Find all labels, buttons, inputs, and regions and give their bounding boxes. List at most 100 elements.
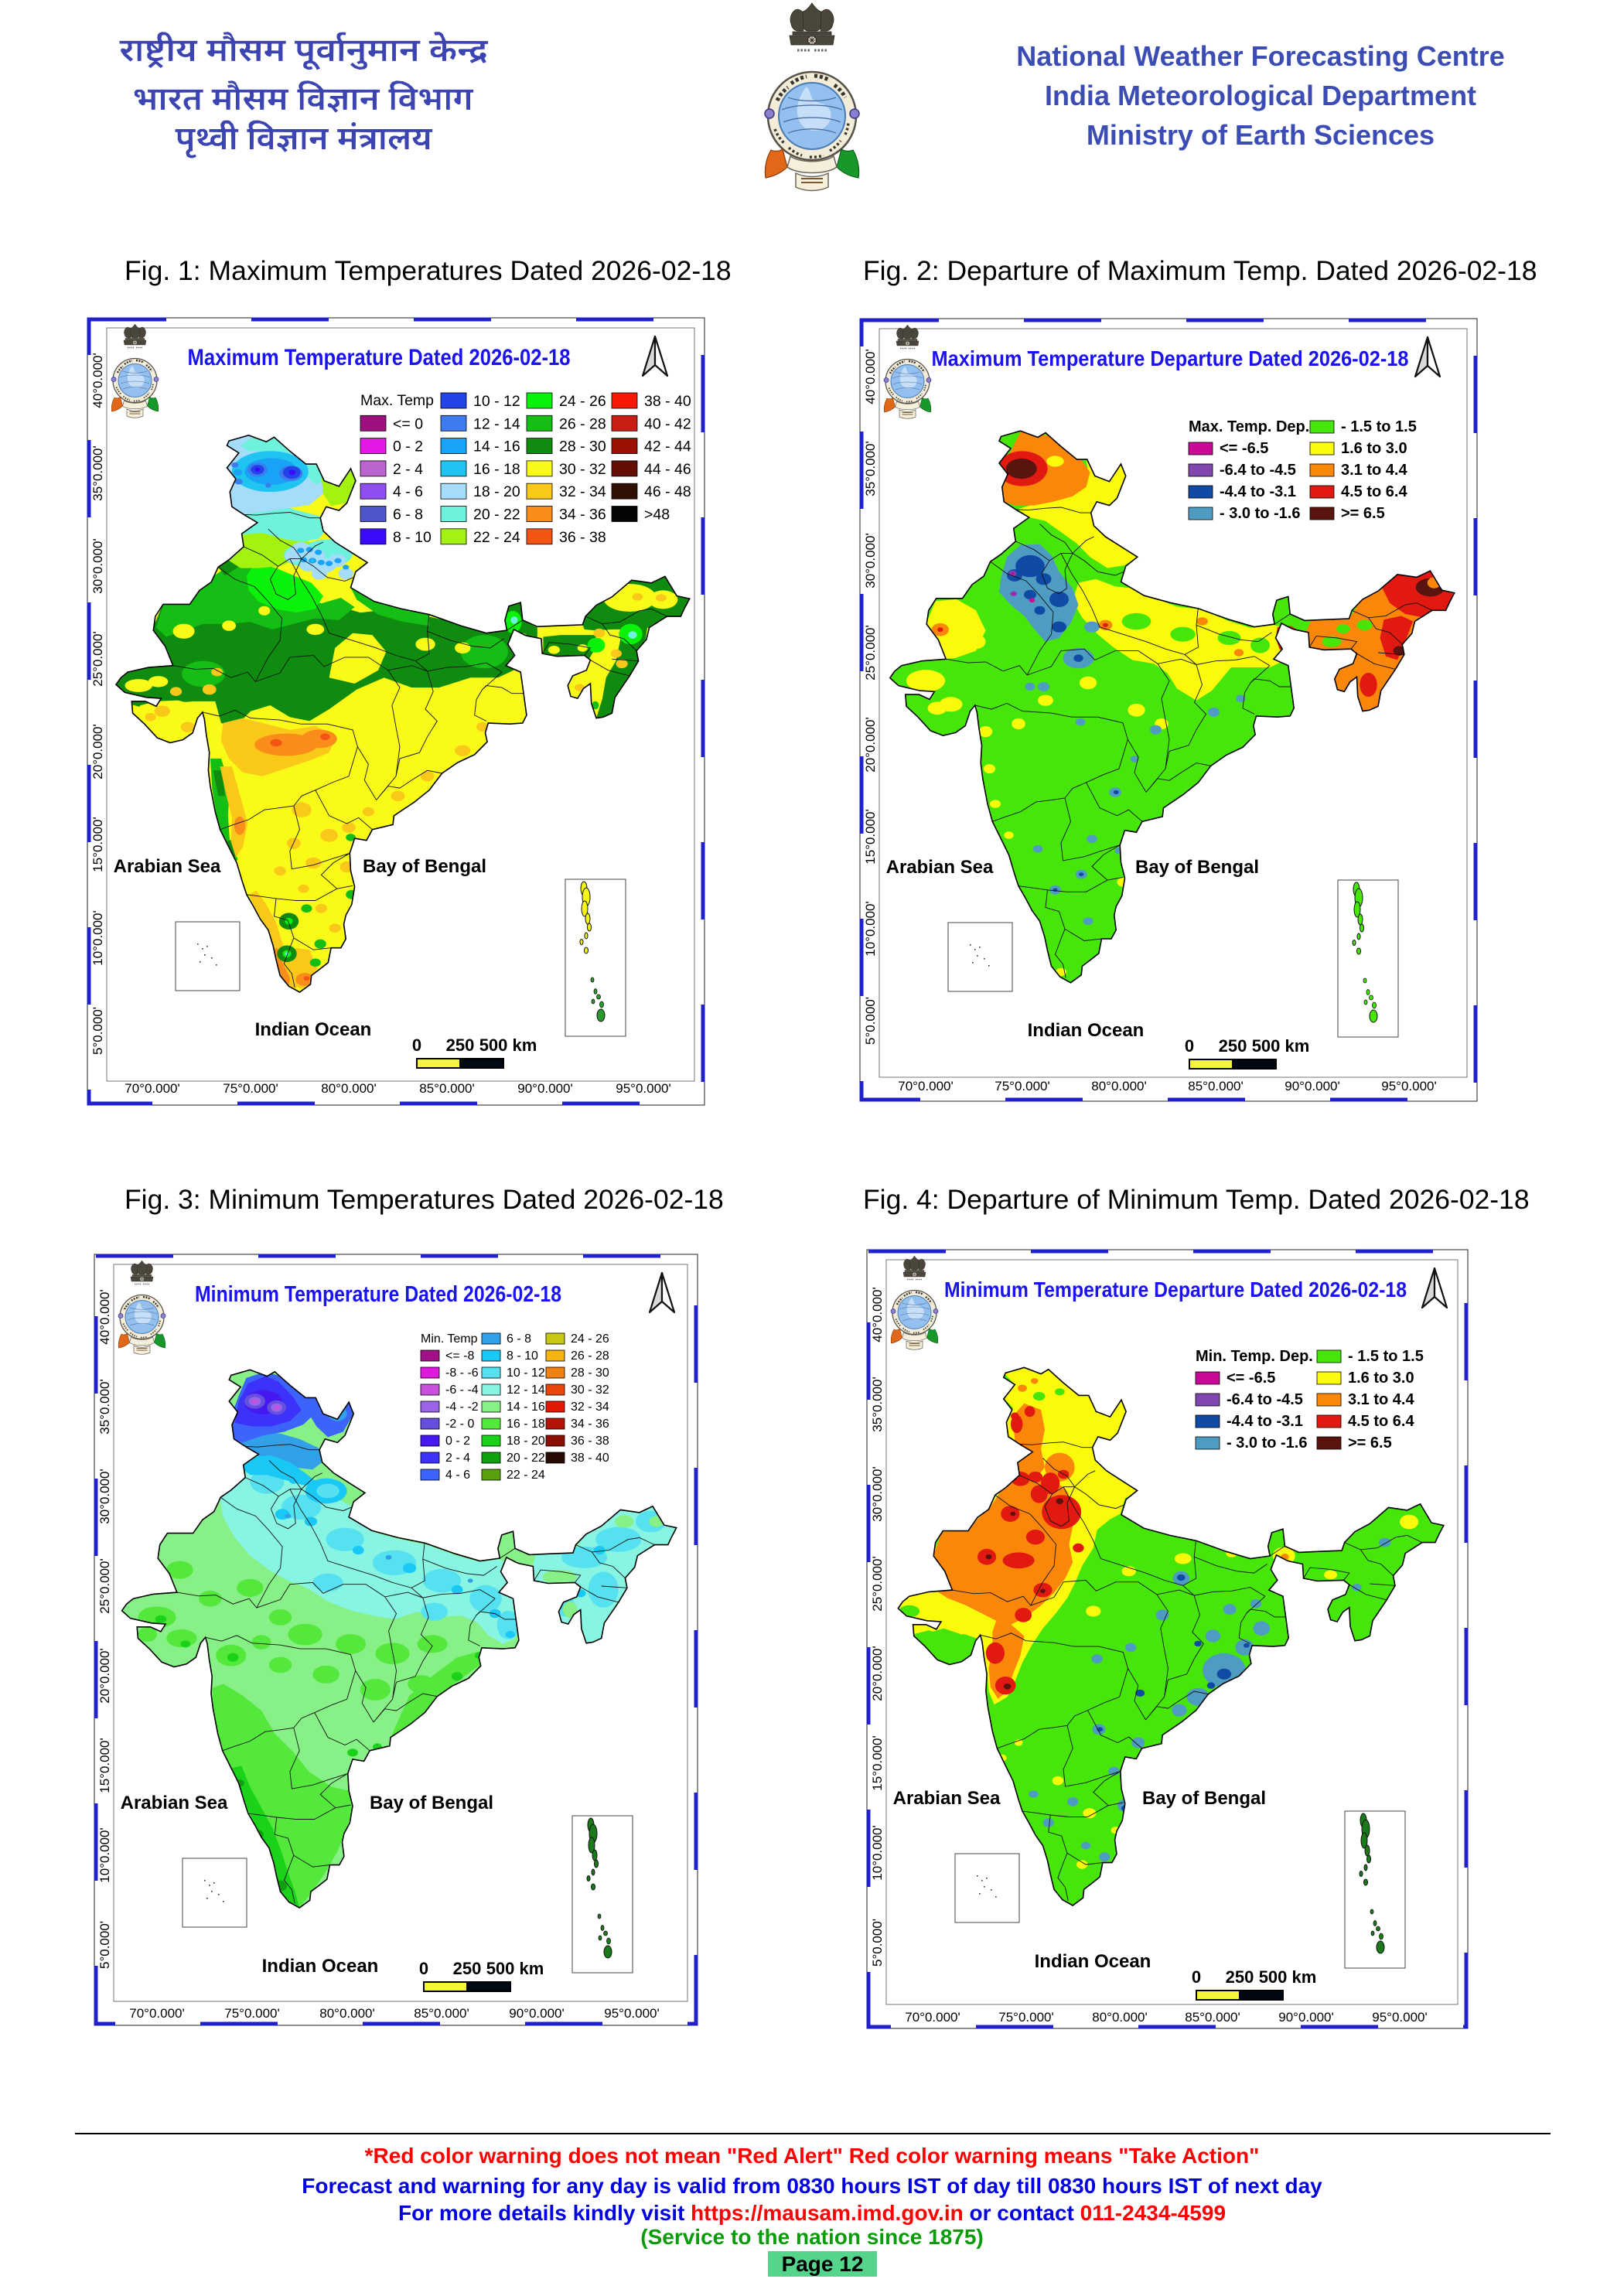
svg-text:95°0.000': 95°0.000': [604, 2006, 660, 2021]
svg-text:80°0.000': 80°0.000': [321, 1081, 377, 1096]
svg-text:3.1 to 4.4: 3.1 to 4.4: [1348, 1391, 1414, 1408]
svg-text:15°0.000': 15°0.000': [863, 809, 878, 865]
svg-text:30 - 32: 30 - 32: [571, 1383, 609, 1397]
svg-text:44 - 46: 44 - 46: [644, 461, 691, 478]
svg-text:38 - 40: 38 - 40: [571, 1452, 609, 1465]
svg-text:15°0.000': 15°0.000': [97, 1738, 112, 1793]
svg-text:10°0.000': 10°0.000': [870, 1825, 885, 1881]
svg-text:75°0.000': 75°0.000': [223, 1081, 278, 1096]
svg-text:22 - 24: 22 - 24: [507, 1469, 545, 1482]
svg-text:40°0.000': 40°0.000': [97, 1289, 112, 1345]
svg-text:Arabian Sea: Arabian Sea: [121, 1793, 228, 1813]
svg-text:12 - 14: 12 - 14: [507, 1383, 545, 1397]
svg-text:70°0.000': 70°0.000': [898, 1079, 954, 1093]
svg-text:32 - 34: 32 - 34: [571, 1400, 609, 1414]
svg-text:38 - 40: 38 - 40: [644, 393, 691, 410]
svg-text:0: 0: [412, 1035, 421, 1055]
svg-text:12 - 14: 12 - 14: [473, 415, 520, 432]
svg-text:28 - 30: 28 - 30: [571, 1366, 609, 1380]
svg-text:34 - 36: 34 - 36: [571, 1418, 609, 1431]
svg-text:30 - 32: 30 - 32: [559, 461, 606, 478]
svg-text:1.6 to 3.0: 1.6 to 3.0: [1348, 1370, 1414, 1387]
svg-text:250: 250: [1226, 1967, 1254, 1987]
svg-text:-6 - -4: -6 - -4: [445, 1383, 479, 1397]
svg-text:<= -6.5: <= -6.5: [1227, 1370, 1275, 1387]
svg-text:Indian Ocean: Indian Ocean: [1035, 1951, 1151, 1972]
svg-text:95°0.000': 95°0.000': [616, 1081, 671, 1096]
svg-text:18 - 20: 18 - 20: [507, 1435, 545, 1448]
svg-text:<= -8: <= -8: [445, 1349, 474, 1363]
svg-text:Bay of Bengal: Bay of Bengal: [370, 1793, 493, 1813]
svg-text:30°0.000': 30°0.000': [97, 1469, 112, 1524]
svg-text:Min. Temp: Min. Temp: [421, 1332, 478, 1346]
svg-text:Maximum Temperature Dated 2026: Maximum Temperature Dated 2026-02-18: [188, 345, 571, 370]
svg-text:1.6 to 3.0: 1.6 to 3.0: [1341, 440, 1407, 457]
svg-text:85°0.000': 85°0.000': [1188, 1079, 1244, 1093]
svg-text:Minimum Temperature Departure: Minimum Temperature Departure Dated 2026…: [944, 1278, 1407, 1302]
svg-text:Bay of Bengal: Bay of Bengal: [1142, 1788, 1266, 1809]
svg-text:500 km: 500 km: [486, 1959, 544, 1978]
svg-text:40 - 42: 40 - 42: [644, 415, 691, 432]
svg-text:8 - 10: 8 - 10: [393, 529, 432, 546]
svg-text:70°0.000': 70°0.000': [129, 2006, 185, 2021]
svg-text:40°0.000': 40°0.000': [90, 353, 105, 408]
svg-text:8 - 10: 8 - 10: [507, 1349, 538, 1363]
svg-text:10 - 12: 10 - 12: [473, 393, 520, 410]
svg-text:500 km: 500 km: [479, 1035, 537, 1055]
svg-text:85°0.000': 85°0.000': [414, 2006, 469, 2021]
svg-text:10°0.000': 10°0.000': [863, 901, 878, 957]
svg-text:Indian Ocean: Indian Ocean: [255, 1019, 372, 1040]
svg-text:250: 250: [453, 1959, 482, 1978]
svg-text:80°0.000': 80°0.000': [319, 2006, 375, 2021]
svg-text:15°0.000': 15°0.000': [870, 1735, 885, 1791]
svg-text:28 - 30: 28 - 30: [559, 438, 606, 455]
svg-text:75°0.000': 75°0.000': [224, 2006, 280, 2021]
svg-text:36 - 38: 36 - 38: [571, 1435, 609, 1448]
svg-text:40°0.000': 40°0.000': [863, 349, 878, 404]
svg-text:35°0.000': 35°0.000': [90, 445, 105, 501]
svg-text:0: 0: [1185, 1036, 1194, 1056]
svg-text:20°0.000': 20°0.000': [863, 717, 878, 773]
svg-text:6 - 8: 6 - 8: [507, 1332, 531, 1346]
svg-text:4.5 to 6.4: 4.5 to 6.4: [1341, 483, 1407, 500]
svg-text:500 km: 500 km: [1259, 1967, 1317, 1987]
svg-text:-4.4 to -3.1: -4.4 to -3.1: [1220, 483, 1296, 500]
svg-text:250: 250: [446, 1035, 475, 1055]
svg-text:<= 0: <= 0: [393, 415, 423, 432]
svg-text:Bay of Bengal: Bay of Bengal: [1135, 857, 1259, 878]
svg-text:16 - 18: 16 - 18: [473, 461, 520, 478]
svg-text:0 - 2: 0 - 2: [393, 438, 423, 455]
svg-text:14 - 16: 14 - 16: [507, 1400, 545, 1414]
svg-text:46 - 48: 46 - 48: [644, 483, 691, 500]
svg-text:>= 6.5: >= 6.5: [1348, 1435, 1392, 1452]
svg-text:32 - 34: 32 - 34: [559, 483, 606, 500]
svg-text:-4 - -2: -4 - -2: [445, 1400, 479, 1414]
svg-text:35°0.000': 35°0.000': [863, 441, 878, 496]
svg-text:24 - 26: 24 - 26: [571, 1332, 609, 1346]
svg-text:70°0.000': 70°0.000': [905, 2010, 960, 2025]
svg-text:35°0.000': 35°0.000': [870, 1377, 885, 1432]
svg-text:Arabian Sea: Arabian Sea: [886, 857, 994, 878]
svg-text:250: 250: [1219, 1036, 1247, 1056]
svg-text:2 - 4: 2 - 4: [445, 1452, 470, 1465]
svg-text:30°0.000': 30°0.000': [863, 533, 878, 588]
svg-text:30°0.000': 30°0.000': [870, 1466, 885, 1522]
svg-text:34 - 36: 34 - 36: [559, 507, 606, 524]
svg-text:<= -6.5: <= -6.5: [1220, 440, 1268, 457]
svg-text:2 - 4: 2 - 4: [393, 461, 423, 478]
svg-text:3.1 to 4.4: 3.1 to 4.4: [1341, 462, 1407, 479]
svg-text:25°0.000': 25°0.000': [863, 625, 878, 681]
svg-text:90°0.000': 90°0.000': [1278, 2010, 1334, 2025]
svg-text:Minimum Temperature Dated 2026: Minimum Temperature Dated 2026-02-18: [195, 1282, 561, 1307]
svg-text:-6.4 to -4.5: -6.4 to -4.5: [1227, 1391, 1303, 1408]
svg-text:40°0.000': 40°0.000': [870, 1287, 885, 1342]
svg-text:5°0.000': 5°0.000': [863, 997, 878, 1045]
svg-text:Arabian Sea: Arabian Sea: [893, 1788, 1001, 1809]
svg-text:70°0.000': 70°0.000': [125, 1081, 180, 1096]
svg-text:36 - 38: 36 - 38: [559, 529, 606, 546]
svg-text:Indian Ocean: Indian Ocean: [1028, 1020, 1145, 1041]
svg-text:-4.4 to -3.1: -4.4 to -3.1: [1227, 1413, 1303, 1430]
svg-text:26 - 28: 26 - 28: [571, 1349, 609, 1363]
svg-text:14 - 16: 14 - 16: [473, 438, 520, 455]
svg-text:20 - 22: 20 - 22: [473, 507, 520, 524]
